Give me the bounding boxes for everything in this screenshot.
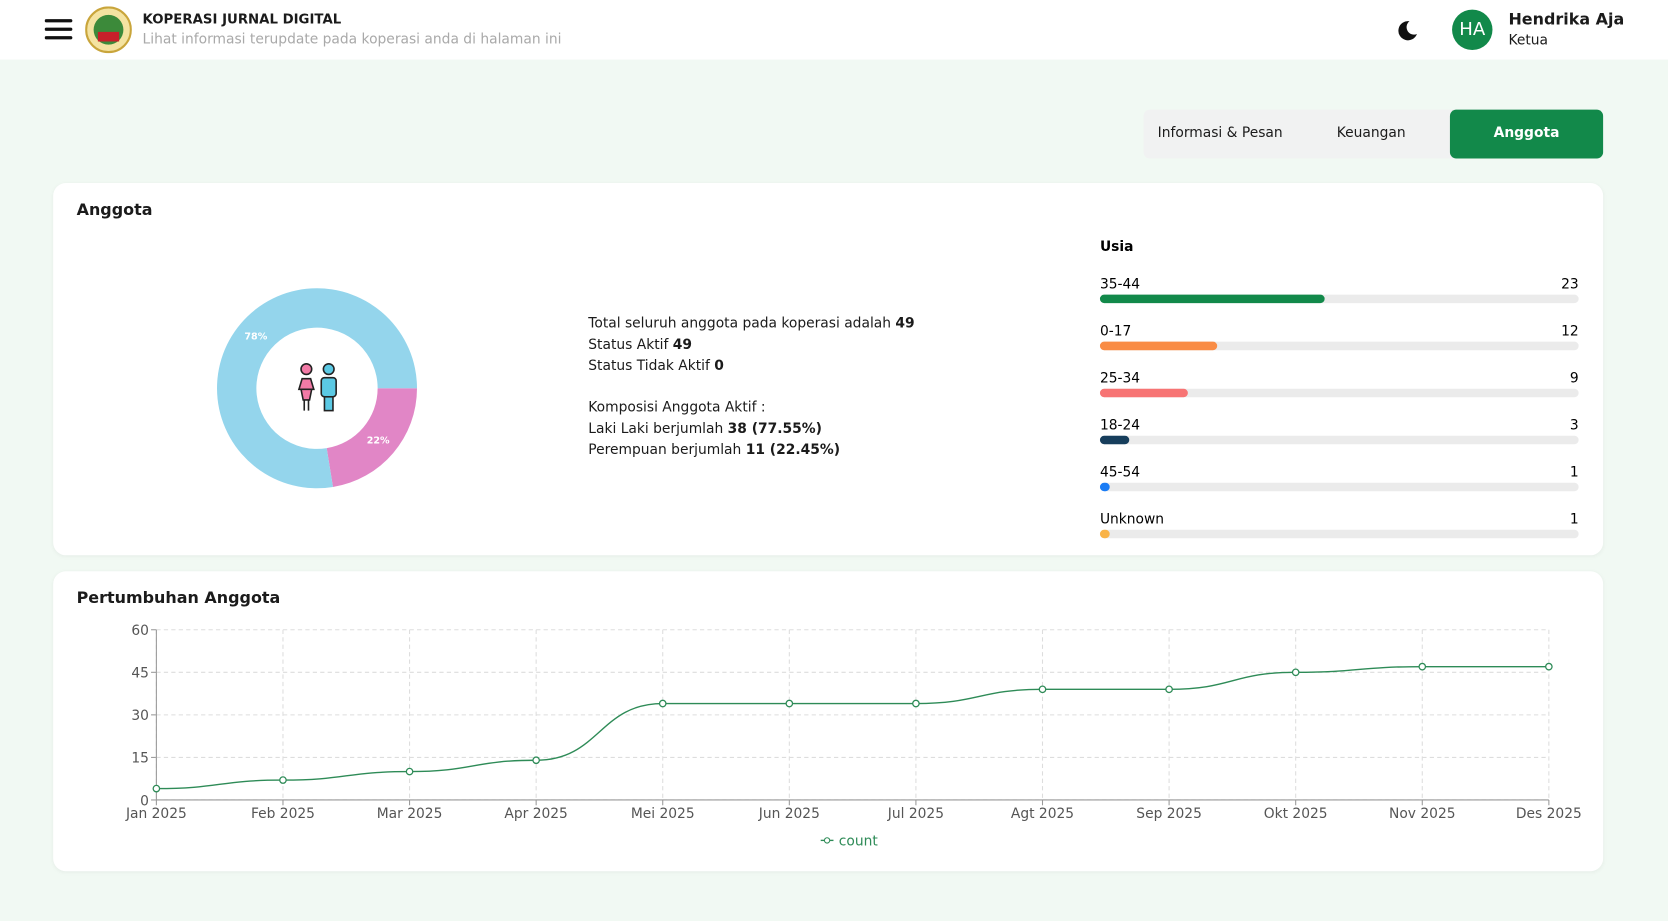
- avatar[interactable]: HA: [1452, 9, 1493, 50]
- card-title: Anggota: [76, 199, 153, 220]
- value: 49: [895, 315, 915, 332]
- tab[interactable]: Informasi & Pesan: [1157, 125, 1283, 142]
- summary-line: Status Aktif 49: [588, 335, 914, 356]
- text: Status Tidak Aktif: [588, 358, 710, 375]
- summary-line: Status Tidak Aktif 0: [588, 356, 914, 377]
- value: 38 (77.55%): [727, 421, 822, 438]
- user-role: Ketua: [1508, 32, 1548, 49]
- app-subtitle: Lihat informasi terupdate pada koperasi …: [142, 31, 562, 48]
- value: 49: [672, 337, 692, 353]
- theme-toggle[interactable]: [1396, 19, 1419, 42]
- text: Laki Laki berjumlah: [588, 421, 724, 438]
- header: KOPERASI JURNAL DIGITAL Lihat informasi …: [0, 0, 1668, 60]
- growth-card: Pertumbuhan Anggota: [53, 571, 1604, 872]
- logo: [85, 6, 132, 54]
- user-name: Hendrika Aja: [1508, 9, 1625, 29]
- summary-line: Total seluruh anggota pada koperasi adal…: [588, 314, 914, 335]
- tab[interactable]: Keuangan: [1336, 125, 1406, 142]
- summary-line: Komposisi Anggota Aktif :: [588, 400, 766, 417]
- text: Status Aktif: [588, 337, 669, 353]
- value: 11 (22.45%): [745, 442, 841, 459]
- tab-bar: Informasi & Pesan Keuangan Anggota: [1143, 109, 1604, 159]
- text: Total seluruh anggota pada koperasi adal…: [588, 315, 892, 332]
- summary-line: Laki Laki berjumlah 38 (77.55%): [588, 419, 914, 440]
- summary: Total seluruh anggota pada koperasi adal…: [588, 314, 914, 461]
- card-title: Pertumbuhan Anggota: [76, 588, 281, 608]
- summary-line: Perempuan berjumlah 11 (22.45%): [588, 440, 914, 461]
- value: 0: [714, 358, 724, 375]
- tab[interactable]: Anggota: [1449, 109, 1604, 159]
- text: Perempuan berjumlah: [588, 442, 742, 459]
- members-card: Anggota Total seluruh anggota pada koper…: [53, 182, 1604, 556]
- menu-icon[interactable]: [44, 18, 75, 41]
- app-title: KOPERASI JURNAL DIGITAL: [142, 10, 342, 27]
